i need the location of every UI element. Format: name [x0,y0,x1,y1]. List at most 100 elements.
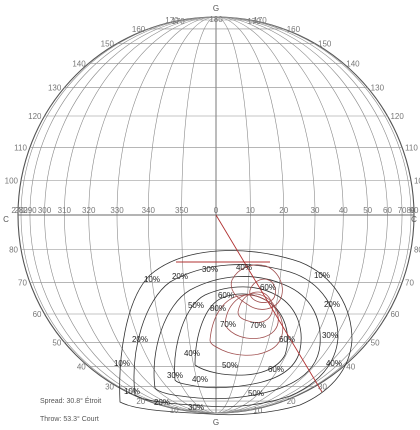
equator-angle-label: 80 [407,206,416,215]
left-angle-label: 20 [136,397,145,406]
contour-percent-label: 50% [222,361,238,370]
top-pole-label: G [213,4,219,13]
contour-percent-label: 50% [248,389,264,398]
isocandela-contour [237,291,273,323]
contour-percent-label: 20% [132,335,148,344]
contour-percent-label: 60% [279,335,295,344]
beam-axis-line [215,214,323,393]
equator-angle-label: 50 [363,206,372,215]
right-angle-label: 20 [287,397,296,406]
left-angle-label: 130 [48,84,62,93]
equator-angle-label: 40 [339,206,348,215]
equator-angle-label: 310 [58,206,72,215]
left-angle-label: 30 [105,382,114,391]
right-angle-label: 150 [318,40,332,49]
contour-percent-label: 10% [314,271,330,280]
contour-percent-label: 40% [192,375,208,384]
contour-percent-label: 40% [184,349,200,358]
left-angle-label: 110 [14,143,27,152]
isocandela-contour [133,264,339,408]
left-angle-label: 10 [170,406,179,415]
contour-percent-label: 10% [124,387,140,396]
contour-percent-label: 30% [202,265,218,274]
contour-percent-label: 40% [326,359,342,368]
right-angle-label: 170 [253,16,267,25]
spread-info: Spread: 30.8° Étroit [40,398,102,405]
right-angle-label: 130 [371,84,385,93]
contour-percent-label: 40% [236,263,252,272]
equator-angle-label: 70 [398,206,407,215]
left-angle-label: 70 [18,279,27,288]
left-angle-label: 160 [132,25,146,34]
right-angle-label: 100 [414,177,420,186]
contour-percent-label: 20% [154,398,170,407]
contour-percent-label: 60% [268,365,284,374]
equator-angle-label: 280 [14,206,28,215]
contour-percent-label: 10% [144,275,160,284]
contour-percent-label: 60% [260,283,276,292]
right-angle-label: 10 [253,406,262,415]
isocandela-contour [209,294,284,356]
right-angle-label: 80 [414,245,420,254]
right-angle-label: 40 [346,363,355,372]
contour-percent-label: 20% [172,272,188,281]
equator-angle-label: 10 [246,206,255,215]
equator-angle-label: 30 [311,206,320,215]
right-angle-label: 140 [346,59,360,68]
isocandela-contour [119,250,353,416]
contour-percent-label: 50% [188,301,204,310]
contour-percent-label: 60% [218,291,234,300]
throw-info: Throw: 53.3° Court [40,416,99,423]
left-angle-label: 50 [52,338,61,347]
right-angle-label: 50 [371,338,380,347]
equator-angle-label: 290 [23,206,37,215]
isocandela-contour [194,293,288,376]
top-angle-label: 170 [171,17,185,26]
left-angle-label: 100 [5,177,19,186]
equator-angle-label: 320 [82,206,96,215]
equator-angle-label: 60 [383,206,392,215]
equator-angle-label: 300 [38,206,52,215]
contour-percent-label: 70% [250,321,266,330]
isocandela-contour [174,286,302,389]
equator-angle-label: 270 [11,206,25,215]
right-angle-label: 120 [390,112,404,121]
equator-angle-label: 330 [110,206,124,215]
left-angle-label: 80 [9,245,18,254]
right-angle-label: 110 [405,143,418,152]
left-angle-label: 150 [101,40,115,49]
contour-percent-label: 10% [114,359,130,368]
left-angle-label: 120 [28,112,42,121]
right-angle-label: 30 [318,382,327,391]
top-angle-label: 170 [247,17,261,26]
intensity-contours: 10% 20% 30% 40% 10% 60% 60% 50% 20% 80% 70% 70% 30% 2… [114,214,353,416]
equator-angle-label: 340 [142,206,156,215]
contour-percent-label: 80% [210,304,226,313]
right-angle-label: 60 [390,310,399,319]
contour-percent-label: 30% [167,371,183,380]
equator-angle-label: 350 [175,206,189,215]
left-pole-label: C [3,215,9,224]
equator-angle-label: 90 [410,206,419,215]
left-angle-label: 140 [72,59,86,68]
left-angle-label: 170 [165,16,179,25]
contour-percent-label: 30% [188,403,204,412]
bottom-pole-label: G [213,418,219,427]
isocandela-contour [153,276,321,400]
isocandela-contour [249,278,276,303]
contour-percent-label: 30% [322,331,338,340]
isocandela-contour [230,264,283,310]
right-pole-label: C [411,215,417,224]
left-angle-label: 40 [77,363,86,372]
contour-percent-label: 20% [324,300,340,309]
top-angle-label: 180 [209,15,223,24]
equator-angle-label: 0 [214,206,219,215]
left-angle-label: 60 [33,310,42,319]
equator-angle-label: 20 [279,206,288,215]
right-angle-label: 160 [287,25,301,34]
right-angle-label: 70 [405,279,414,288]
contour-percent-label: 70% [220,320,236,329]
